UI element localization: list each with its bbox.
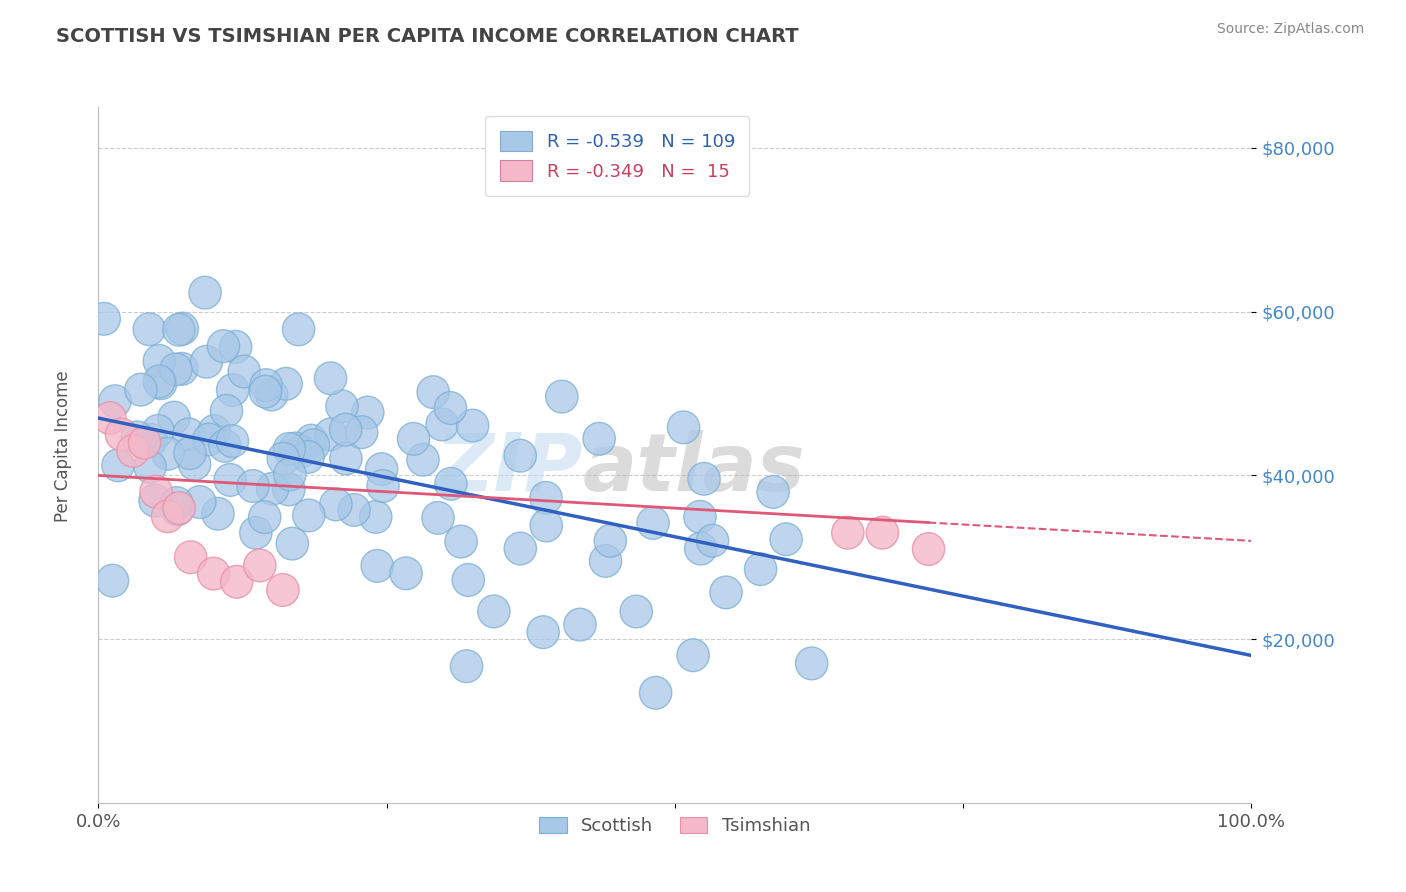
Text: Per Capita Income: Per Capita Income (55, 370, 72, 522)
Legend: Scottish, Tsimshian: Scottish, Tsimshian (533, 810, 817, 842)
Text: atlas: atlas (582, 430, 806, 508)
Text: ZIP: ZIP (436, 430, 582, 508)
Text: Source: ZipAtlas.com: Source: ZipAtlas.com (1216, 22, 1364, 37)
Text: SCOTTISH VS TSIMSHIAN PER CAPITA INCOME CORRELATION CHART: SCOTTISH VS TSIMSHIAN PER CAPITA INCOME … (56, 27, 799, 45)
